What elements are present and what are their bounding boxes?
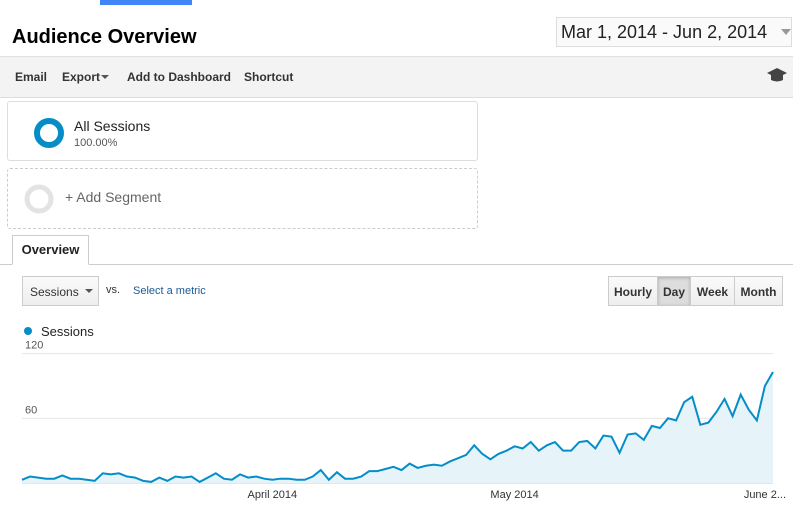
x-tick-label: June 2... (744, 489, 786, 501)
toolbar-item[interactable]: Export (62, 70, 101, 84)
period-button[interactable]: Day (657, 276, 691, 306)
x-tick-label: April 2014 (248, 489, 298, 501)
dropdown-arrow (781, 29, 791, 35)
vs-label: vs. (106, 284, 121, 296)
y-tick-label: 120 (25, 340, 43, 352)
chart: Sessions 60 120 April 2014 May 2014 June 2... (21, 324, 786, 501)
segment-ring (24, 184, 54, 214)
toolbar-item[interactable]: Add to Dashboard (127, 70, 231, 84)
toolbar: Email Export Add to Dashboard Shortcut (0, 56, 793, 98)
series-line (21, 371, 774, 484)
legend-marker (24, 327, 32, 335)
period-button[interactable]: Hourly (608, 276, 658, 306)
segment-card[interactable]: All Sessions 100.00% (7, 101, 478, 161)
education-icon[interactable] (766, 67, 788, 83)
toolbar-item[interactable]: Shortcut (244, 70, 294, 84)
segment-name: All Sessions (74, 118, 151, 134)
series-area (22, 371, 773, 483)
dropdown-arrow (85, 289, 93, 293)
toolbar-item[interactable]: Email (15, 70, 48, 84)
add-segment[interactable]: + Add Segment (7, 168, 478, 229)
legend-label: Sessions (41, 324, 94, 339)
tab[interactable]: Overview (12, 235, 89, 265)
select-metric-link[interactable]: Select a metric (133, 285, 206, 297)
date-range-picker[interactable]: Mar 1, 2014 - Jun 2, 2014 (556, 17, 792, 47)
dropdown-arrow (101, 75, 109, 79)
tab-rule (0, 264, 793, 265)
date-range: Mar 1, 2014 - Jun 2, 2014 (561, 22, 768, 42)
page-title: Audience Overview (12, 26, 197, 48)
period-button[interactable]: Month (734, 276, 783, 306)
y-tick-label: 60 (25, 404, 37, 416)
active-nav-indicator (100, 0, 192, 5)
add-segment-label: + Add Segment (65, 189, 162, 205)
metric-dropdown[interactable]: Sessions (22, 276, 99, 306)
x-tick-label: May 2014 (490, 489, 538, 501)
period-button[interactable]: Week (690, 276, 735, 306)
segment-percent: 100.00% (74, 137, 118, 149)
metric-label: Sessions (30, 285, 79, 299)
segment-ring (34, 118, 64, 148)
